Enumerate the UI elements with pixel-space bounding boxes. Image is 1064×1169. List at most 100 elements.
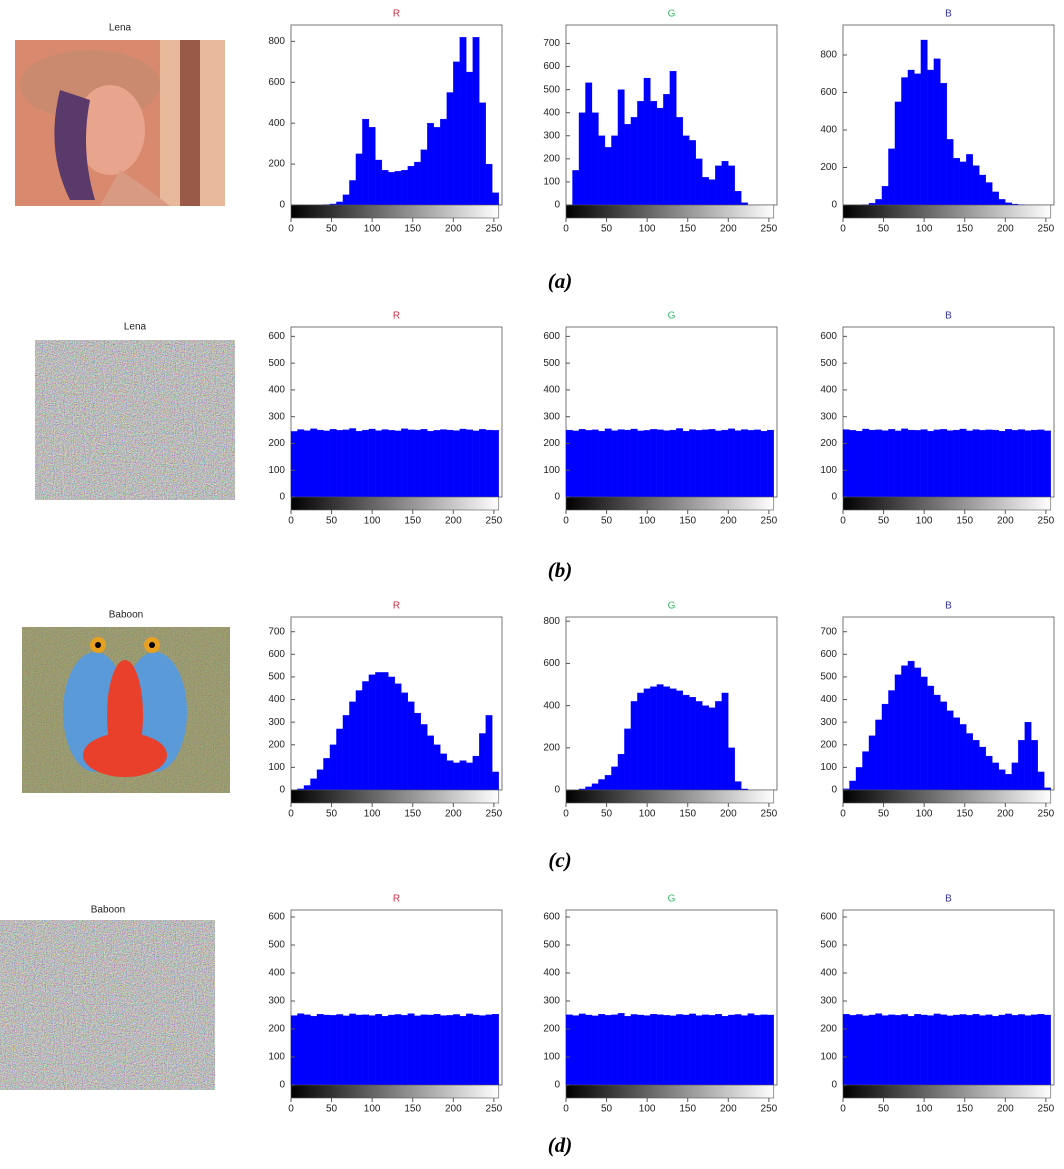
bar — [940, 429, 948, 498]
y-tick-label: 600 — [268, 912, 285, 923]
bar — [721, 161, 729, 206]
image-title: Baboon — [109, 610, 143, 621]
bar — [940, 1014, 948, 1086]
x-tick-label: 150 — [956, 516, 973, 527]
y-tick-label: 800 — [820, 50, 837, 61]
bar — [453, 762, 460, 791]
bar — [695, 430, 703, 498]
chart-title: G — [668, 311, 676, 322]
bar — [459, 1015, 467, 1086]
bar — [862, 1015, 870, 1086]
y-tick-label: 500 — [268, 672, 285, 683]
y-tick-label: 400 — [268, 968, 285, 979]
bar — [901, 665, 909, 791]
encrypted-baboon-image — [0, 920, 215, 1090]
y-tick-label: 100 — [543, 465, 560, 476]
bar — [682, 1014, 690, 1086]
bar — [388, 1014, 396, 1086]
bar — [875, 429, 883, 498]
bar — [927, 685, 935, 791]
colorbar — [565, 1084, 775, 1099]
y-tick-label: 600 — [268, 649, 285, 660]
bar — [868, 1014, 876, 1086]
bar — [702, 177, 709, 206]
bar — [611, 766, 619, 791]
bar — [907, 660, 915, 791]
x-tick-label: 0 — [840, 516, 846, 527]
bar — [868, 429, 876, 498]
bar — [591, 783, 599, 791]
x-tick-label: 0 — [840, 224, 846, 235]
bar — [907, 69, 915, 206]
bar — [760, 1014, 768, 1086]
bar — [1031, 740, 1038, 791]
y-tick-label: 200 — [543, 153, 560, 164]
bar — [630, 1014, 638, 1086]
x-tick-label: 50 — [601, 516, 613, 527]
bar — [721, 692, 729, 791]
bar — [355, 690, 363, 791]
bar — [433, 127, 441, 206]
bar — [310, 778, 318, 791]
bar — [414, 161, 421, 206]
caption: (c) — [548, 848, 571, 872]
bar — [585, 430, 593, 498]
y-tick-label: 500 — [268, 940, 285, 951]
image-title: Lena — [109, 23, 132, 34]
bar — [459, 37, 467, 206]
caption: (d) — [548, 1133, 573, 1157]
bar — [1031, 1014, 1038, 1086]
bar — [453, 61, 460, 206]
x-tick-label: 200 — [445, 516, 462, 527]
y-tick-label: 400 — [820, 385, 837, 396]
bar — [933, 1013, 941, 1086]
bar — [966, 1015, 973, 1086]
bar — [907, 1015, 915, 1086]
bar — [966, 430, 973, 498]
bar — [992, 429, 999, 498]
bar — [492, 430, 499, 498]
bar — [598, 1014, 606, 1086]
bar — [656, 107, 664, 206]
bar — [992, 762, 999, 791]
bar — [323, 758, 331, 791]
bar — [914, 430, 922, 498]
encrypted-lena-image — [35, 340, 235, 500]
bar — [708, 179, 716, 206]
bar — [414, 712, 421, 791]
bar — [715, 701, 722, 791]
bar — [303, 1014, 311, 1086]
y-tick-label: 200 — [543, 438, 560, 449]
bar — [433, 430, 441, 498]
x-tick-label: 200 — [720, 1104, 737, 1115]
bar — [316, 769, 324, 791]
image-title: Baboon — [91, 905, 125, 916]
y-tick-label: 400 — [268, 118, 285, 129]
bar — [689, 140, 696, 206]
x-tick-label: 100 — [916, 1104, 933, 1115]
y-tick-label: 600 — [820, 912, 837, 923]
bar — [407, 165, 415, 206]
x-tick-label: 100 — [916, 224, 933, 235]
bar — [933, 429, 941, 498]
x-tick-label: 50 — [326, 516, 338, 527]
bar — [611, 1014, 619, 1086]
bar — [708, 429, 716, 498]
bar — [767, 429, 774, 498]
bar — [682, 694, 690, 791]
bar — [572, 170, 580, 206]
y-tick-label: 500 — [820, 358, 837, 369]
x-tick-label: 250 — [486, 1104, 503, 1115]
bar — [1024, 430, 1032, 498]
chart-title: R — [393, 894, 400, 905]
bar — [972, 740, 980, 791]
x-tick-label: 250 — [486, 809, 503, 820]
bar — [708, 707, 716, 791]
x-tick-label: 0 — [563, 516, 569, 527]
bar — [297, 1013, 305, 1086]
y-tick-label: 0 — [554, 785, 560, 796]
bar — [760, 430, 768, 498]
bar — [1011, 762, 1019, 791]
x-tick-label: 0 — [563, 809, 569, 820]
bar — [336, 728, 344, 791]
